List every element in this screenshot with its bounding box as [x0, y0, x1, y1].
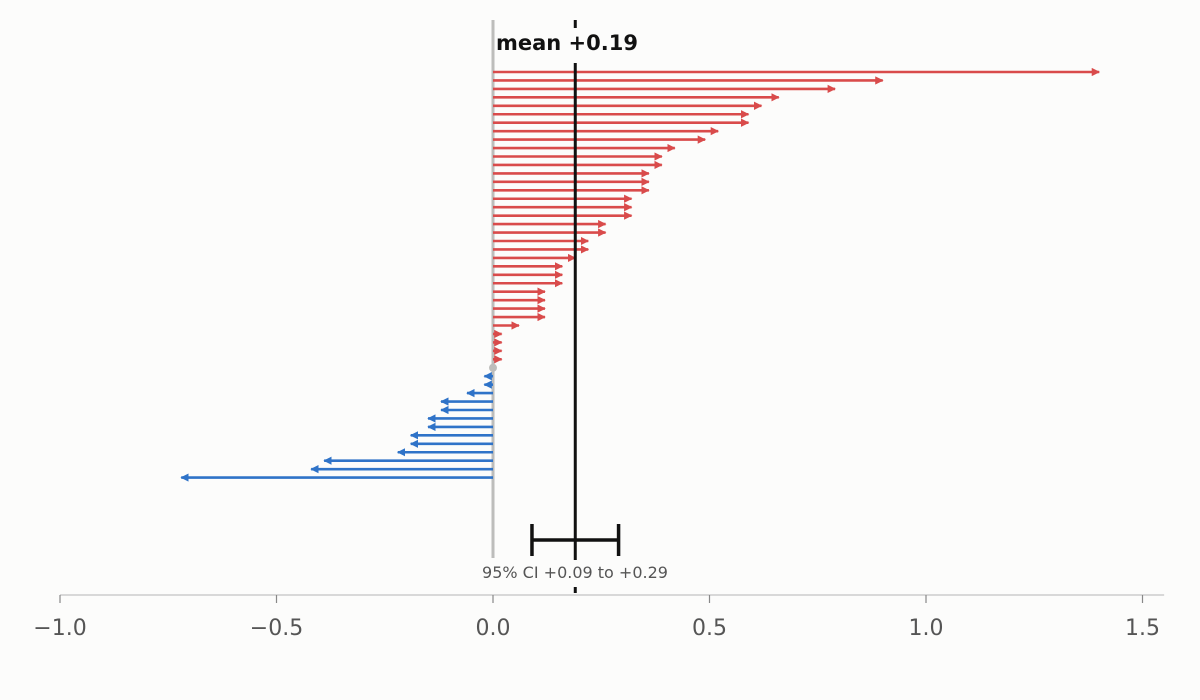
arrows-layer	[180, 67, 1101, 482]
x-axis: −1.0 −0.5 0.0 0.5 1.0 1.5	[33, 594, 1165, 641]
arrow-zero	[489, 363, 497, 372]
x-tick-label: −1.0	[33, 616, 86, 641]
x-tick-label: 1.5	[1125, 616, 1160, 641]
mean-label: mean +0.19	[496, 31, 638, 55]
mean-layer	[530, 20, 621, 593]
x-tick-label: 0.0	[476, 616, 511, 641]
x-tick-label: 1.0	[909, 616, 944, 641]
x-tick-label: 0.5	[692, 616, 727, 641]
x-tick-label: −0.5	[250, 616, 303, 641]
ci-label: 95% CI +0.09 to +0.29	[482, 563, 668, 582]
